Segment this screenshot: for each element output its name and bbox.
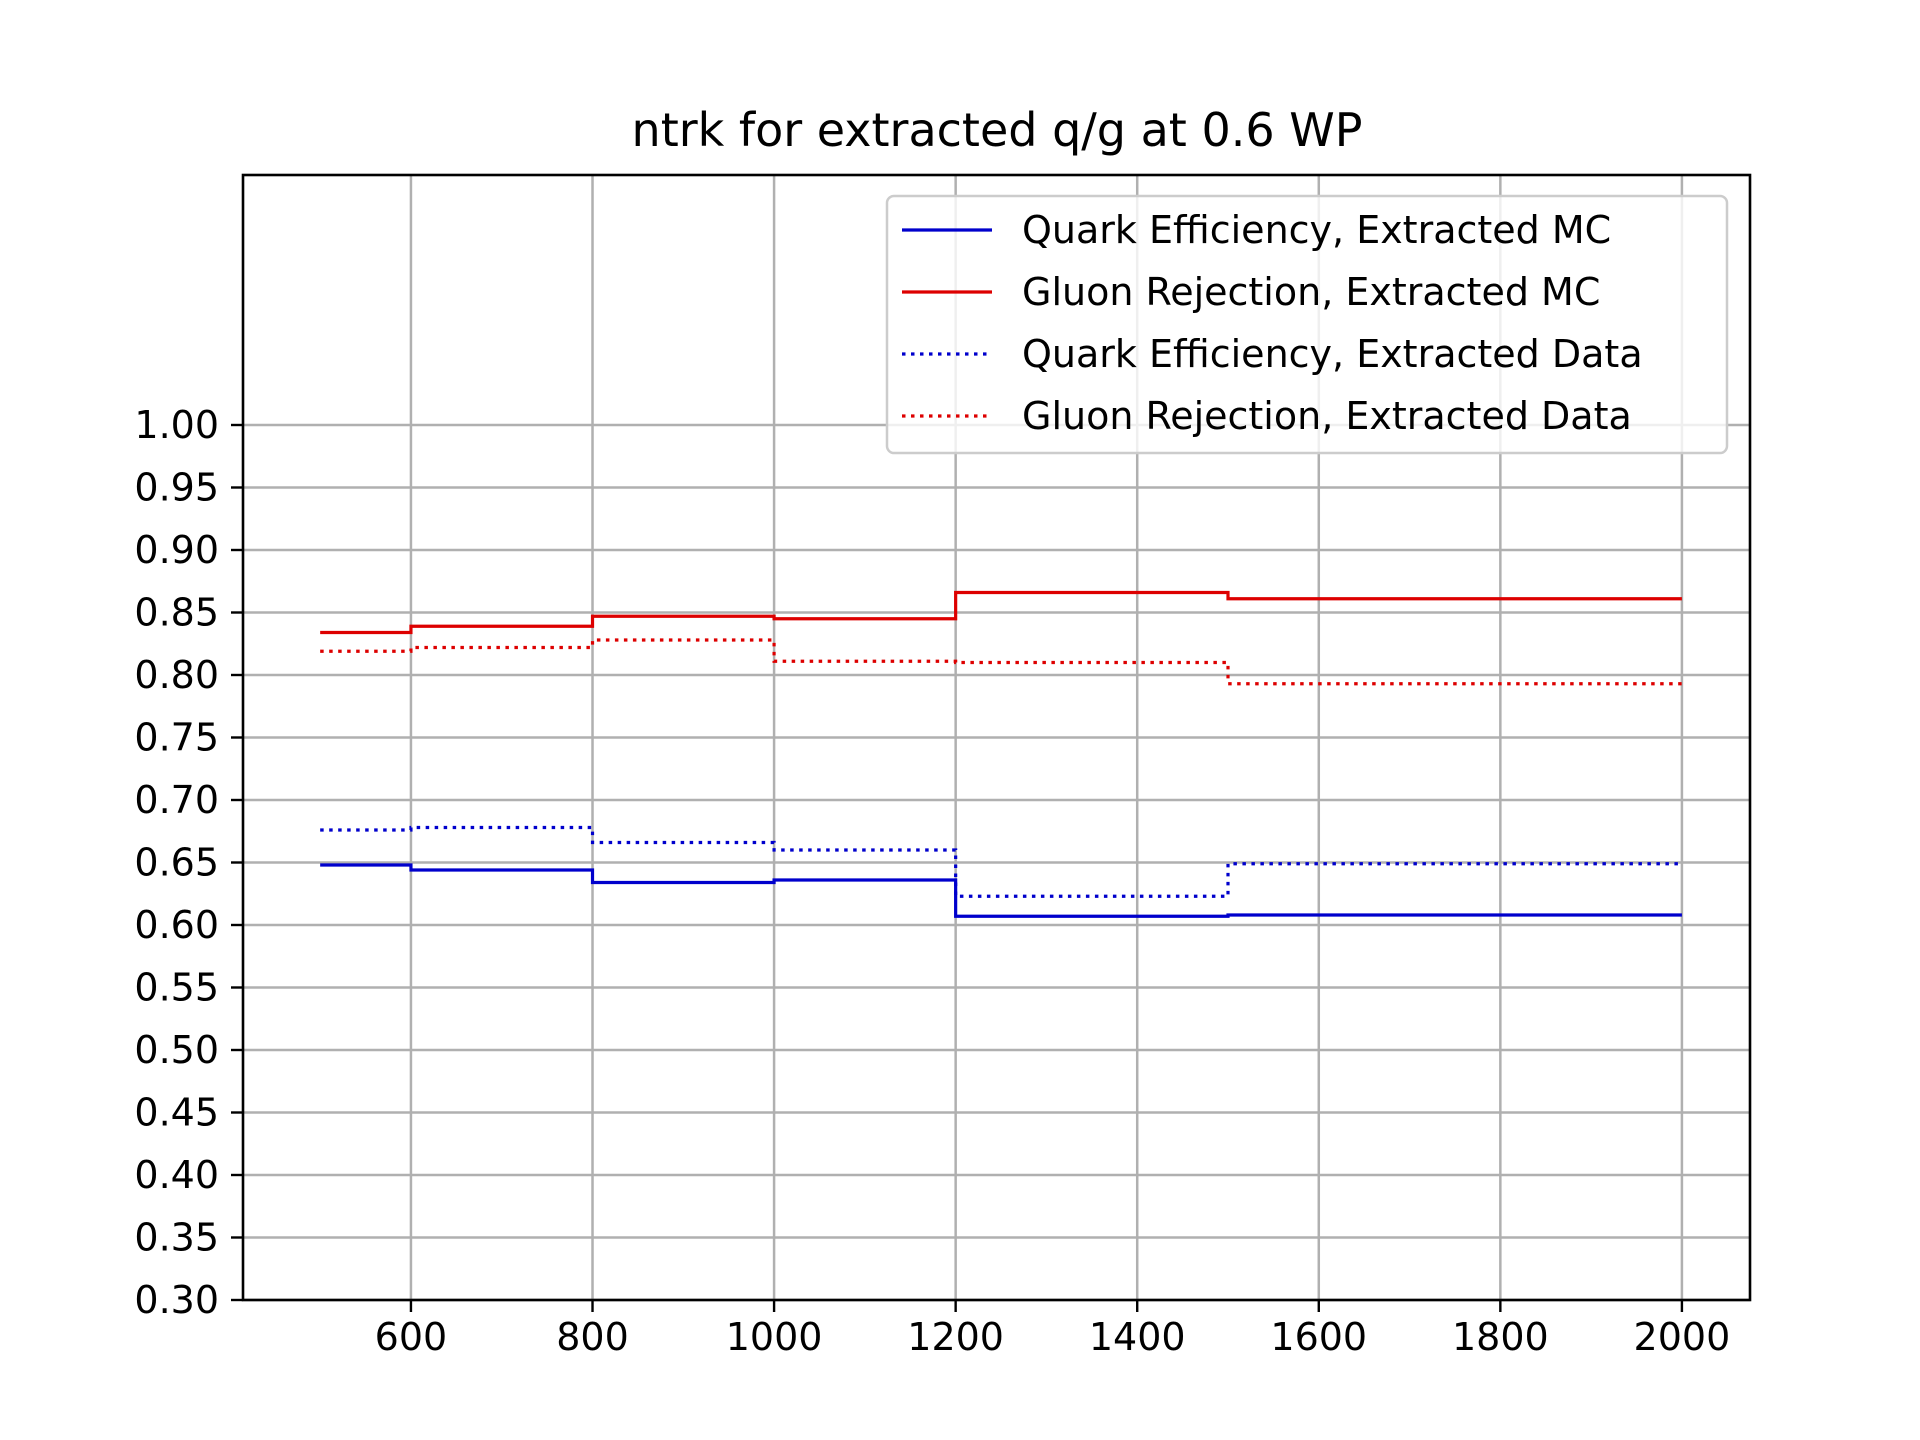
series-layer: [320, 590, 1682, 918]
legend-box: [885, 194, 1729, 455]
y-tick-label: 0.95: [134, 466, 219, 510]
series-line-2: [320, 590, 1682, 635]
y-tick-label: 0.50: [134, 1028, 219, 1072]
x-tick-label: 1200: [907, 1315, 1004, 1359]
legend: Quark Efficiency, Extracted MC Gluon Reje…: [885, 194, 1729, 455]
y-tick-label: 0.75: [134, 716, 219, 760]
x-tick-label: 1600: [1270, 1315, 1367, 1359]
chart-title: ntrk for extracted q/g at 0.6 WP: [632, 103, 1363, 157]
legend-label-3: Quark Efficiency, Extracted Data: [1022, 332, 1643, 376]
y-tick-label: 0.90: [134, 528, 219, 572]
y-tick-label: 0.45: [134, 1091, 219, 1135]
legend-label-4: Gluon Rejection, Extracted Data: [1022, 394, 1632, 438]
y-tick-label: 0.85: [134, 591, 219, 635]
y-tick-label: 0.70: [134, 778, 219, 822]
y-tick-label: 0.40: [134, 1153, 219, 1197]
y-tick-label: 0.60: [134, 903, 219, 947]
series-line-4: [320, 638, 1682, 686]
legend-label-2: Gluon Rejection, Extracted MC: [1022, 270, 1600, 314]
y-tick-label: 0.35: [134, 1216, 219, 1260]
x-tick-label: 2000: [1634, 1315, 1731, 1359]
x-tick-label: 1800: [1452, 1315, 1549, 1359]
axes: 600 800 1000 1200 1400 1600 1800 2000 0.30 0.35 0.…: [134, 173, 1752, 1359]
y-tick-label: 0.65: [134, 841, 219, 885]
legend-label-1: Quark Efficiency, Extracted MC: [1022, 208, 1611, 252]
x-tick-label: 600: [375, 1315, 448, 1359]
x-tick-label: 1000: [726, 1315, 823, 1359]
y-tick-label: 0.55: [134, 966, 219, 1010]
x-tick-label: 800: [556, 1315, 629, 1359]
x-tick-label: 1400: [1089, 1315, 1186, 1359]
y-tick-label: 1.00: [134, 403, 219, 447]
series-line-3: [320, 825, 1682, 898]
series-line-1: [320, 863, 1682, 918]
y-tick-label: 0.30: [134, 1278, 219, 1322]
y-tick-label: 0.80: [134, 653, 219, 697]
